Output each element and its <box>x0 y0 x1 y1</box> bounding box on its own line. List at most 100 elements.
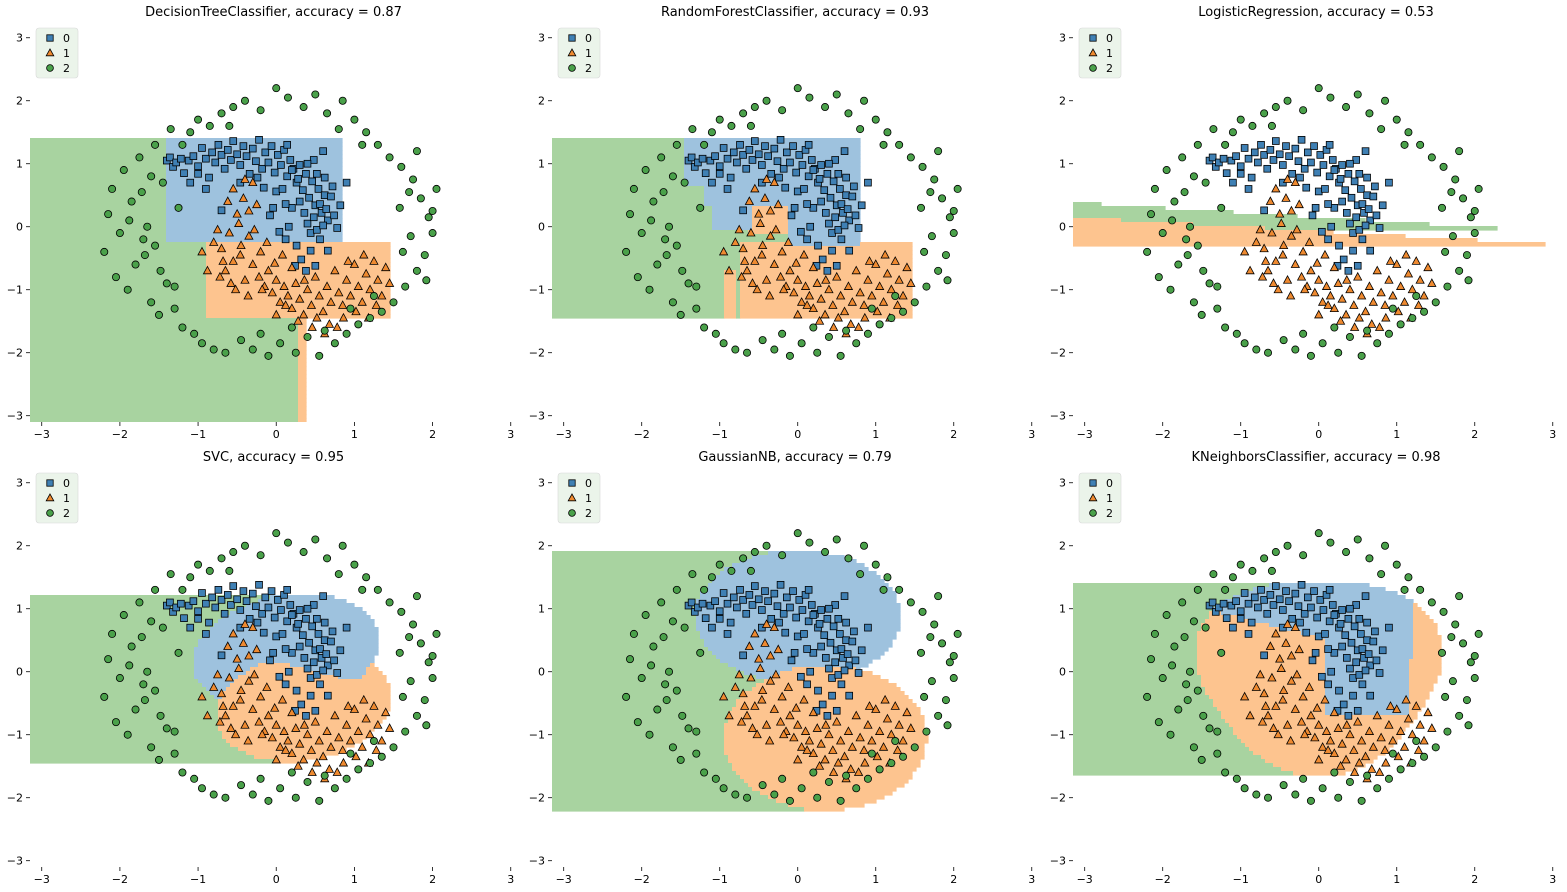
class0-point <box>823 615 832 623</box>
class0-point <box>790 649 799 657</box>
class2-point <box>147 743 156 752</box>
class0-point <box>202 599 210 608</box>
class0-point <box>248 144 257 153</box>
class0-point <box>745 591 754 599</box>
class2-point <box>700 768 709 777</box>
class0-point <box>1338 606 1346 614</box>
class2-point <box>186 573 195 582</box>
class1-point <box>220 265 231 275</box>
class0-point <box>1227 156 1236 165</box>
class1-point <box>832 271 842 281</box>
x-tick-label: −3 <box>556 428 572 441</box>
x-tick-label: 0 <box>794 873 801 886</box>
class1-point <box>1321 726 1332 735</box>
class1-point <box>843 726 854 735</box>
class0-point <box>1294 602 1303 611</box>
class2-point <box>832 90 841 99</box>
class2-point <box>315 796 324 805</box>
class1-point <box>752 284 762 294</box>
class2-point <box>665 667 674 676</box>
class0-point <box>1344 615 1353 623</box>
class1-point <box>835 290 846 300</box>
class0-point <box>320 173 329 182</box>
class2-point <box>1334 793 1343 802</box>
class1-point <box>820 754 830 764</box>
class2-point <box>762 96 771 105</box>
class0-point <box>1371 182 1379 191</box>
legend-label: 0 <box>63 477 70 490</box>
y-tick-label: −2 <box>7 792 23 805</box>
class1-point <box>1403 713 1414 723</box>
class0-point <box>814 241 822 250</box>
class1-point <box>1257 716 1268 726</box>
class2-point <box>428 674 437 683</box>
x-tick-label: −1 <box>1233 873 1249 886</box>
class0-point <box>303 219 312 228</box>
class2-point <box>657 153 666 162</box>
class2-point <box>1213 304 1222 313</box>
class2-point <box>895 585 904 594</box>
class1-point <box>1349 745 1359 754</box>
class2-point <box>824 777 833 786</box>
class1-point <box>1282 275 1293 284</box>
class0-point <box>1304 593 1312 602</box>
class1-point <box>1407 729 1418 739</box>
class0-point <box>322 650 331 658</box>
class1-point <box>1317 297 1328 306</box>
class2-point <box>1447 188 1456 197</box>
class2-point <box>1182 680 1191 689</box>
class0-point <box>850 182 858 191</box>
class1-point <box>1380 300 1390 309</box>
class1-point <box>821 720 831 729</box>
class2-point <box>147 617 156 626</box>
class0-point <box>294 175 302 183</box>
class0-point <box>701 614 710 622</box>
class2-point <box>700 585 709 594</box>
class2-point <box>1279 781 1288 790</box>
class2-point <box>770 345 779 354</box>
class0-point <box>258 164 266 173</box>
y-tick-label: −1 <box>7 284 23 297</box>
class2-point <box>405 633 414 642</box>
class2-point <box>1189 298 1198 307</box>
class2-point <box>1384 774 1393 783</box>
class2-point <box>358 585 367 594</box>
class1-point <box>1282 720 1293 729</box>
class2-point <box>684 724 693 733</box>
class2-point <box>1168 216 1177 225</box>
class0-point <box>723 599 732 608</box>
class0-point <box>292 241 301 250</box>
class2-point <box>303 332 312 341</box>
class1-point <box>750 256 760 265</box>
class0-point <box>804 586 813 594</box>
class2-point <box>922 727 931 736</box>
class2-point <box>842 326 851 335</box>
class0-point <box>1363 173 1371 182</box>
class0-point <box>1338 642 1346 651</box>
class1-point <box>1314 754 1324 764</box>
class0-point <box>1344 712 1353 720</box>
class1-point <box>345 735 356 745</box>
class2-point <box>1455 711 1464 720</box>
class0-point <box>281 645 290 653</box>
class0-point <box>814 686 822 695</box>
class1-point <box>757 685 768 695</box>
class2-point <box>1178 153 1187 162</box>
class0-point <box>295 606 304 614</box>
chart-title: RandomForestClassifier, accuracy = 0.93 <box>661 5 929 20</box>
class0-point <box>842 636 850 645</box>
class1-point <box>287 262 297 272</box>
legend-marker-circle <box>1089 509 1097 517</box>
class0-point <box>806 667 815 676</box>
class2-point <box>692 304 701 313</box>
class1-point <box>1314 309 1324 319</box>
class1-point <box>263 710 274 720</box>
scatter-points <box>622 84 962 360</box>
class1-point <box>1268 278 1279 287</box>
class0-point <box>1339 700 1348 709</box>
class0-point <box>242 597 251 605</box>
class1-point <box>275 742 285 751</box>
class0-point <box>842 618 850 627</box>
class0-point <box>342 178 351 187</box>
class1-point <box>238 638 249 647</box>
